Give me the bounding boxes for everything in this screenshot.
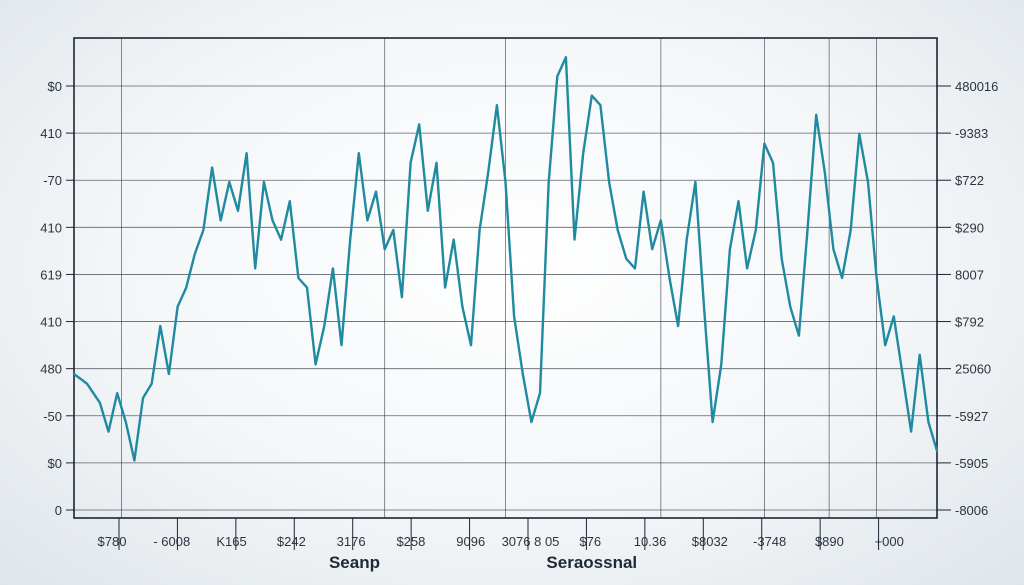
x-axis-label: Seanp — [329, 553, 380, 572]
y-left-tick-label: 410 — [40, 220, 62, 235]
x-tick-label: - 6008 — [153, 534, 190, 549]
y-left-tick-label: 410 — [40, 126, 62, 141]
y-left-tick-label: 0 — [55, 503, 62, 518]
y-right-tick-label: 8007 — [955, 267, 984, 282]
y-axis-right: 480016 -9383 $722 $290 8007 $792 25060 -5927 -59… — [937, 79, 998, 518]
y-left-tick-label: 410 — [40, 315, 62, 330]
y-left-tick-label: 619 — [40, 267, 62, 282]
x-tick-label: $890 — [815, 534, 844, 549]
x-tick-label: K165 — [216, 534, 246, 549]
y-right-tick-label: 25060 — [955, 362, 991, 377]
x-tick-label: $780 — [98, 534, 127, 549]
y-left-tick-label: -50 — [43, 409, 62, 424]
x-tick-label: $8032 — [692, 534, 728, 549]
y-left-tick-label: -70 — [43, 173, 62, 188]
y-right-tick-label: -5905 — [955, 456, 988, 471]
x-axis: $780- 6008 K165 $242 3176 $258 9096 3076 8 05 $… — [98, 518, 904, 550]
series-line — [72, 56, 939, 462]
y-right-tick-label: $792 — [955, 315, 984, 330]
y-left-tick-label: 480 — [40, 362, 62, 377]
y-right-tick-label: $290 — [955, 220, 984, 235]
x-tick-label: +000 — [875, 534, 904, 549]
chart-grid — [74, 38, 937, 518]
x-tick-label: $76 — [579, 534, 601, 549]
plot-frame — [73, 37, 938, 519]
y-right-tick-label: -8006 — [955, 503, 988, 518]
y-right-tick-label: -9383 — [955, 126, 988, 141]
x-tick-label: 3076 8 05 — [502, 534, 560, 549]
y-right-tick-label: $722 — [955, 173, 984, 188]
x-axis-label: Seraossnal — [546, 553, 637, 572]
plot-area — [72, 56, 939, 462]
y-left-tick-label: $0 — [48, 79, 62, 94]
y-right-tick-label: 480016 — [955, 79, 998, 94]
x-tick-label: 3176 — [337, 534, 366, 549]
y-right-tick-label: -5927 — [955, 409, 988, 424]
x-tick-label: $242 — [277, 534, 306, 549]
x-axis-labels: Seanp Seraossnal — [329, 553, 637, 572]
x-tick-label: 10.36 — [634, 534, 667, 549]
y-left-tick-label: $0 — [48, 456, 62, 471]
x-tick-label: -3748 — [753, 534, 786, 549]
y-axis-left: $0 410 -70 410 619 410 480 -50 $0 0 — [40, 79, 74, 518]
x-tick-label: 9096 — [456, 534, 485, 549]
